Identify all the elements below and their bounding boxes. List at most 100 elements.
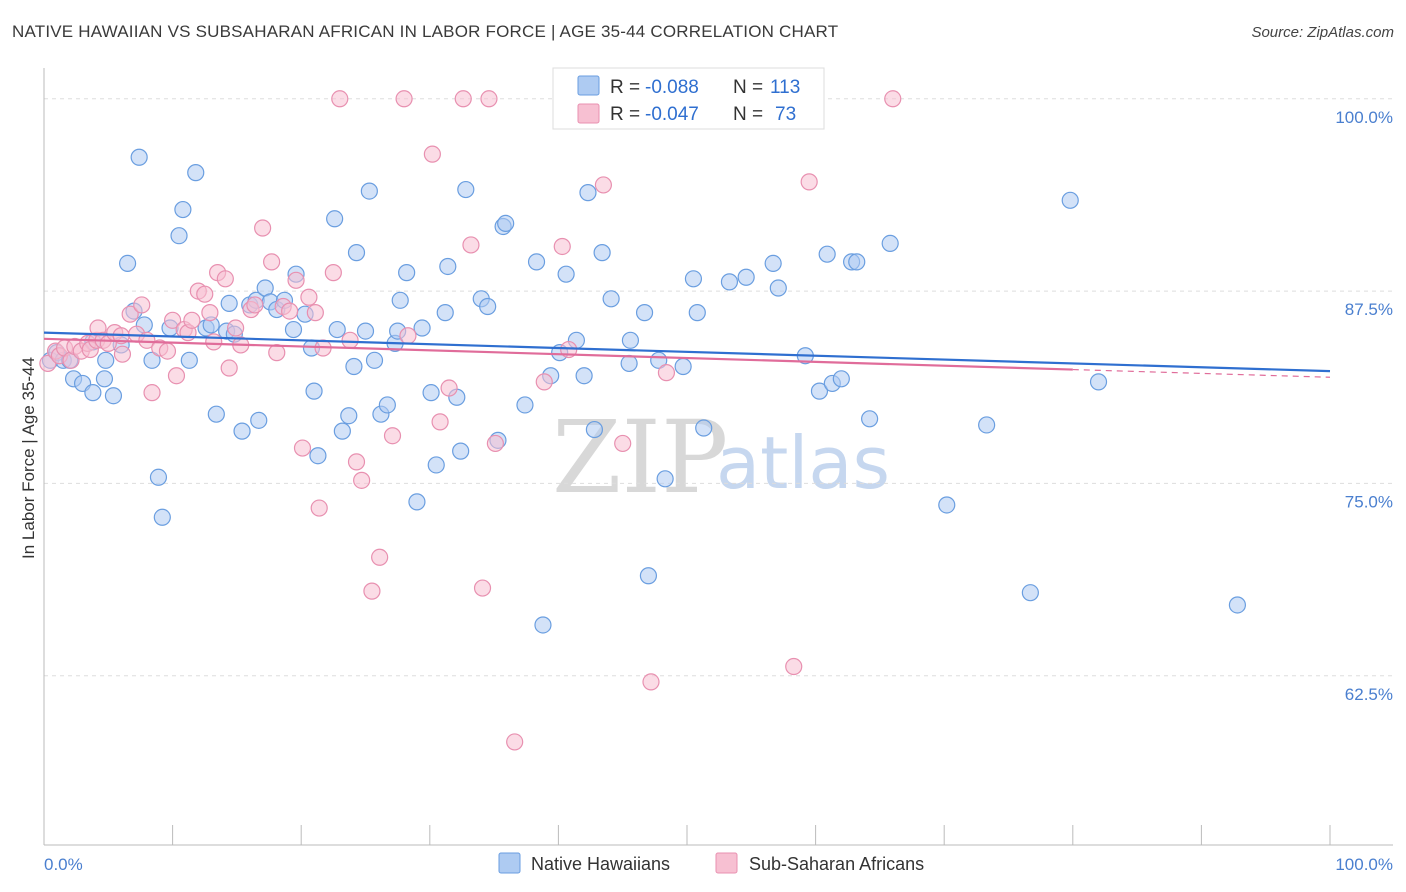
- subsaharan-africans-point: [196, 285, 214, 303]
- y-tick-labels: 62.5% 75.0% 87.5% 100.0%: [1335, 108, 1393, 704]
- native-hawaiians-point: [1228, 596, 1247, 614]
- native-hawaiians-point: [621, 331, 640, 349]
- native-hawaiians-point: [439, 257, 457, 276]
- trend-lines: [43, 331, 1331, 378]
- legend-swatch-blue: [577, 75, 600, 96]
- native-hawaiians-point: [635, 304, 654, 322]
- correlation-legend: R = -0.088 N = 113 R = -0.047 N = 73: [552, 67, 825, 130]
- native-hawaiians-point: [457, 180, 475, 199]
- x-tick-label-max: 100.0%: [1335, 855, 1393, 874]
- native-hawaiians-point: [436, 304, 454, 322]
- subsaharan-africans-point: [254, 219, 272, 237]
- y-tick-label: 75.0%: [1345, 492, 1393, 511]
- subsaharan-africans-point: [395, 90, 413, 108]
- subsaharan-africans-point: [462, 236, 480, 254]
- native-hawaiians-point: [639, 567, 658, 585]
- native-hawaiians-point: [220, 294, 238, 313]
- native-hawaiians-point: [1089, 373, 1108, 391]
- legend-n-value-pink: 73: [775, 104, 796, 125]
- native-hawaiians-point: [593, 244, 611, 262]
- subsaharan-africans-point: [167, 367, 186, 385]
- subsaharan-africans-point: [205, 333, 223, 351]
- native-hawaiians-point: [832, 370, 850, 388]
- legend-r-label-pink: R =: [610, 104, 640, 125]
- native-hawaiians-point: [413, 319, 431, 337]
- subsaharan-africans-point: [293, 439, 312, 457]
- native-hawaiians-point: [534, 616, 552, 634]
- native-hawaiians-point: [848, 253, 866, 271]
- subsaharan-africans-point: [486, 434, 504, 453]
- native-hawaiians-point: [688, 304, 706, 322]
- subsaharan-africans-point: [268, 344, 286, 362]
- subsaharan-africans-point: [480, 90, 498, 108]
- chart-title: NATIVE HAWAIIAN VS SUBSAHARAN AFRICAN IN…: [12, 22, 839, 41]
- native-hawaiians-point: [452, 442, 470, 460]
- subsaharan-africans-point: [306, 304, 324, 322]
- y-tick-label: 87.5%: [1345, 300, 1393, 319]
- subsaharan-africans-point: [300, 288, 318, 306]
- native-hawaiians-point: [398, 264, 416, 282]
- native-hawaiians-point: [95, 370, 114, 388]
- native-hawaiians-point: [153, 508, 171, 526]
- bottom-legend-label-blue: Native Hawaiians: [531, 854, 670, 874]
- native-hawaiians-point: [250, 411, 268, 429]
- native-hawaiians-point: [328, 320, 346, 339]
- native-hawaiians-point: [345, 357, 363, 376]
- watermark-zip: ZIP: [552, 399, 728, 516]
- native-hawaiians-point: [737, 268, 755, 286]
- subsaharan-africans-point: [113, 345, 132, 363]
- subsaharan-africans-point: [183, 311, 201, 329]
- native-hawaiians-point: [769, 279, 787, 297]
- bottom-legend-swatch-blue: [498, 852, 521, 874]
- subsaharan-africans-point: [785, 657, 803, 676]
- legend-n-label-pink: N =: [733, 104, 763, 125]
- native-hawaiians-point: [130, 148, 148, 166]
- native-hawaiians-point: [684, 270, 703, 288]
- subsaharan-africans-point: [324, 264, 342, 282]
- subsaharan-africans-point: [614, 434, 632, 453]
- native-hawaiians-point: [861, 410, 879, 428]
- subsaharan-africans-point: [535, 373, 553, 391]
- native-hawaiians-point: [104, 387, 123, 405]
- subsaharan-africans-point: [553, 237, 571, 256]
- native-hawaiians-point: [695, 419, 713, 437]
- subsaharan-africans-point: [363, 582, 381, 600]
- legend-r-value-blue: -0.088: [645, 77, 699, 98]
- native-hawaiians-point: [309, 447, 327, 465]
- subsaharan-africans-point: [281, 302, 299, 320]
- subsaharan-africans-point: [287, 271, 305, 289]
- native-hawaiians-point: [207, 405, 225, 423]
- subsaharan-africans-point: [133, 296, 151, 314]
- x-tick-label-min: 0.0%: [44, 855, 83, 874]
- native-hawaiians-point: [602, 290, 620, 308]
- subsaharan-africans-point: [263, 253, 281, 271]
- subsaharan-africans-point: [121, 305, 139, 323]
- legend-swatch-pink: [577, 103, 600, 124]
- subsaharan-africans-points: [39, 90, 902, 751]
- subsaharan-africans-point: [642, 673, 660, 691]
- legend-r-value-pink: -0.047: [645, 104, 699, 125]
- native-hawaiians-point: [575, 367, 593, 385]
- subsaharan-africans-point: [594, 176, 613, 194]
- native-hawaiians-point: [187, 164, 205, 182]
- native-hawaiians-point: [579, 184, 597, 202]
- native-hawaiians-point: [365, 351, 384, 369]
- subsaharan-africans-point: [423, 145, 441, 163]
- subsaharan-africans-point: [216, 270, 234, 288]
- subsaharan-africans-point: [440, 379, 458, 397]
- native-hawaiians-point: [1021, 584, 1039, 602]
- subsaharan-africans-trend-extension: [1072, 368, 1331, 378]
- native-hawaiians-point: [284, 320, 303, 339]
- y-tick-label: 62.5%: [1345, 685, 1393, 704]
- native-hawaiians-point: [305, 382, 323, 400]
- subsaharan-africans-point: [353, 471, 371, 489]
- watermark-atlas: atlas: [716, 421, 890, 505]
- y-axis-label: In Labor Force | Age 35-44: [19, 357, 38, 559]
- native-hawaiians-point: [720, 273, 739, 291]
- subsaharan-africans-point: [310, 499, 328, 517]
- native-hawaiians-point: [333, 422, 351, 440]
- native-hawaiians-trend-line: [43, 331, 1331, 373]
- native-hawaiians-point: [356, 322, 375, 340]
- native-hawaiians-point: [340, 407, 358, 425]
- native-hawaiians-point: [326, 210, 344, 228]
